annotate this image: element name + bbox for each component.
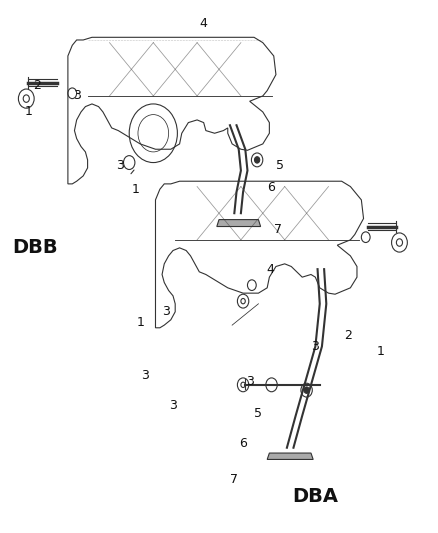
Text: 3: 3 [141, 369, 148, 382]
Text: DBA: DBA [292, 487, 339, 506]
Text: 1: 1 [132, 183, 140, 196]
Text: 3: 3 [169, 399, 177, 411]
Text: 1: 1 [377, 345, 385, 358]
Text: 7: 7 [274, 223, 282, 236]
Text: DBB: DBB [12, 238, 58, 257]
Text: 3: 3 [73, 90, 81, 102]
Circle shape [304, 387, 309, 393]
Text: 6: 6 [239, 437, 247, 450]
Text: 2: 2 [344, 329, 352, 342]
Text: 3: 3 [246, 375, 254, 387]
Circle shape [254, 157, 260, 163]
Text: 5: 5 [254, 407, 262, 419]
Text: 1: 1 [136, 316, 144, 329]
Text: 4: 4 [200, 18, 208, 30]
Text: 5: 5 [276, 159, 284, 172]
Polygon shape [217, 220, 261, 227]
Text: 1: 1 [25, 106, 32, 118]
Text: 6: 6 [268, 181, 276, 194]
Text: 4: 4 [266, 263, 274, 276]
Text: 3: 3 [117, 159, 124, 172]
Polygon shape [267, 453, 313, 459]
Text: 3: 3 [311, 340, 319, 353]
Text: 3: 3 [162, 305, 170, 318]
Text: 2: 2 [33, 79, 41, 92]
Text: 7: 7 [230, 473, 238, 486]
